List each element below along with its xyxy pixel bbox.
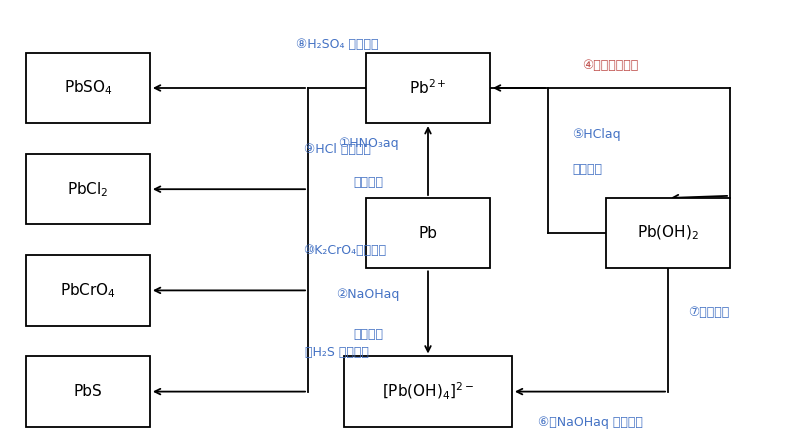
Text: ⑥濃NaOHaq を加える: ⑥濃NaOHaq を加える — [538, 416, 642, 429]
Text: を加える: を加える — [353, 328, 383, 341]
Text: ④塗基性にする: ④塗基性にする — [582, 59, 638, 73]
Text: Pb$^{2+}$: Pb$^{2+}$ — [409, 79, 447, 97]
Text: PbSO$_4$: PbSO$_4$ — [63, 79, 113, 97]
Text: PbCrO$_4$: PbCrO$_4$ — [60, 281, 116, 300]
Text: PbCl$_2$: PbCl$_2$ — [67, 180, 109, 198]
Text: ⑩K₂CrO₄を加える: ⑩K₂CrO₄を加える — [303, 244, 386, 257]
Text: ⑨HCl を加える: ⑨HCl を加える — [303, 143, 370, 156]
Text: Pb: Pb — [418, 226, 438, 241]
Text: を加える: を加える — [572, 163, 602, 176]
Text: ②NaOHaq: ②NaOHaq — [336, 288, 400, 301]
Bar — [26, 53, 150, 123]
Bar — [26, 255, 150, 326]
Text: ⑦希釈する: ⑦希釈する — [688, 306, 730, 319]
Text: ⑪H₂S を加える: ⑪H₂S を加える — [305, 345, 369, 359]
Text: ①HNO₃aq: ①HNO₃aq — [338, 136, 398, 150]
Text: ⑤HClaq: ⑤HClaq — [572, 128, 621, 141]
Text: ⑧H₂SO₄ を加える: ⑧H₂SO₄ を加える — [296, 37, 378, 51]
Bar — [344, 356, 512, 427]
Bar — [26, 154, 150, 224]
Text: [Pb(OH)$_4$]$^{2-}$: [Pb(OH)$_4$]$^{2-}$ — [382, 381, 474, 402]
Text: を加える: を加える — [353, 176, 383, 189]
Text: PbS: PbS — [74, 384, 102, 399]
Text: Pb(OH)$_2$: Pb(OH)$_2$ — [637, 224, 699, 242]
Bar — [606, 198, 730, 268]
Bar — [366, 53, 490, 123]
Bar — [26, 356, 150, 427]
Bar — [366, 198, 490, 268]
